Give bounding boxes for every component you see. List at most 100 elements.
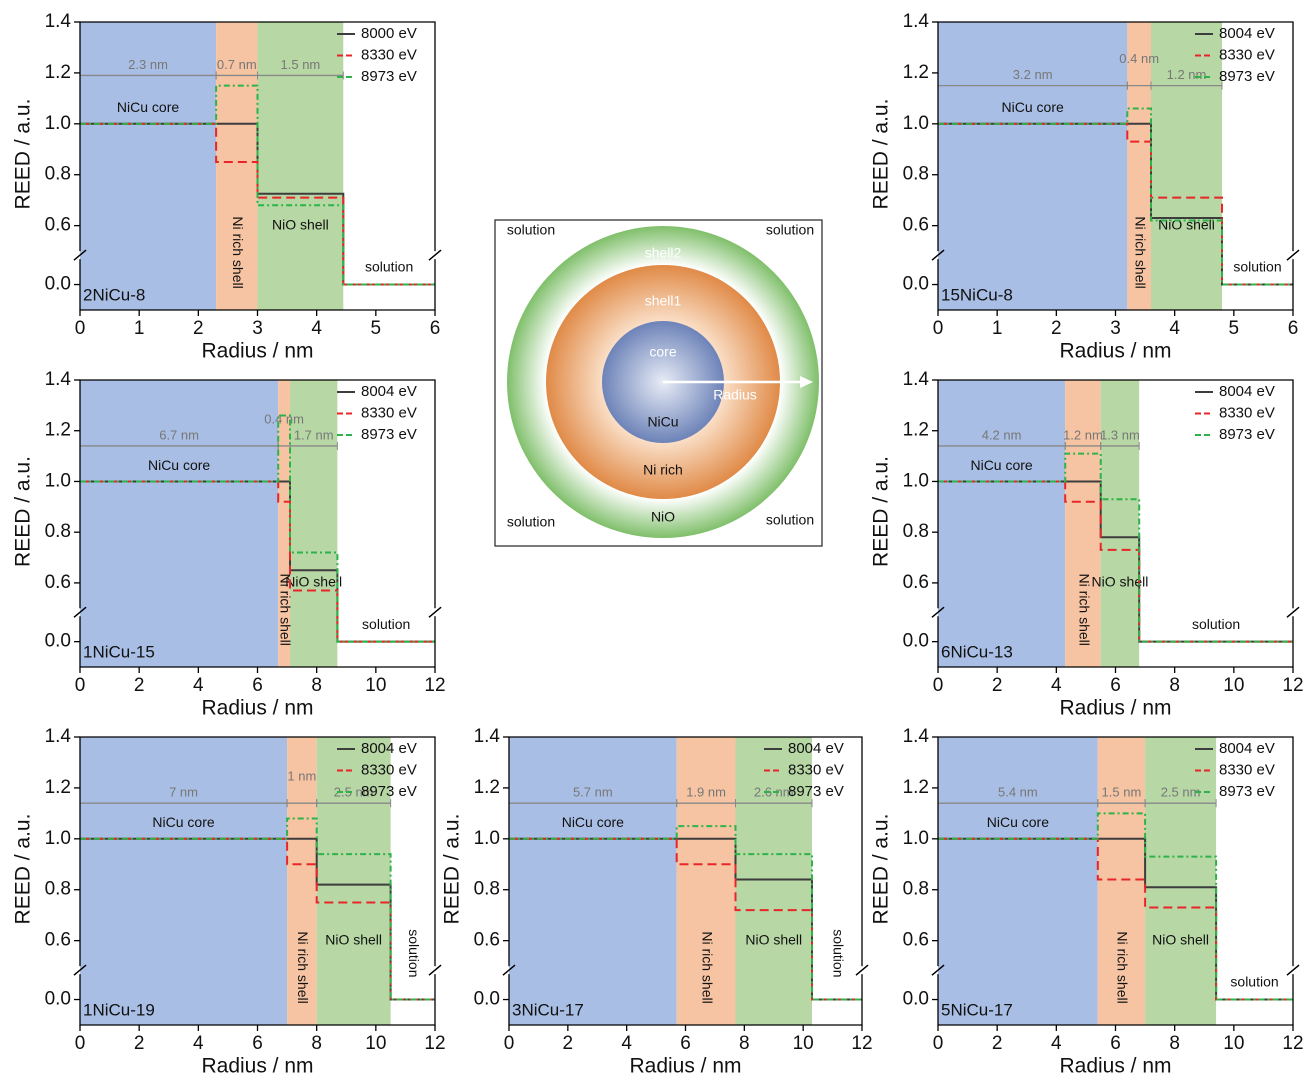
x-tick-label: 12 [424, 675, 445, 696]
legend-label: 8330 eV [1219, 761, 1275, 778]
y-tick-label: 0.6 [903, 215, 929, 236]
dimension-label: 5.4 nm [998, 785, 1038, 800]
legend-label: 8330 eV [361, 46, 417, 63]
y-tick-label: 0.0 [474, 989, 500, 1010]
x-tick-label: 0 [75, 318, 86, 339]
legend-label: 8330 eV [361, 761, 417, 778]
y-tick-label: 0.0 [45, 989, 71, 1010]
x-tick-label: 0 [933, 1033, 944, 1054]
panel: NiCu coreNi rich shellNiO shellsolution2… [12, 11, 441, 363]
region [80, 380, 278, 667]
region-label: Ni rich shell [1115, 931, 1131, 1003]
region-label: NiCu core [152, 814, 214, 830]
x-tick-label: 8 [1169, 1033, 1180, 1054]
dimension-label: 3.2 nm [1013, 67, 1053, 82]
x-tick-label: 6 [1110, 675, 1121, 696]
x-tick-label: 2 [134, 1033, 145, 1054]
x-tick-label: 4 [193, 675, 204, 696]
y-axis-title: REED / a.u. [870, 456, 893, 567]
x-tick-label: 4 [193, 1033, 204, 1054]
x-tick-label: 8 [311, 675, 322, 696]
legend-label: 8973 eV [361, 68, 417, 85]
legend-label: 8004 eV [788, 740, 844, 757]
region [938, 380, 1065, 667]
y-tick-label: 1.0 [903, 470, 929, 491]
x-tick-label: 8 [311, 1033, 322, 1054]
region-label: NiCu core [562, 814, 624, 830]
legend-label: 8004 eV [361, 383, 417, 400]
dimension-label: 1.2 nm [1063, 427, 1103, 442]
shell-label: core [649, 344, 676, 360]
solution-label: solution [1192, 616, 1240, 632]
axis-break [1287, 965, 1299, 975]
region-label: Ni rich shell [295, 931, 311, 1003]
panel: NiCu coreNi rich shellNiO shellsolution5… [441, 726, 873, 1078]
y-tick-label: 0.0 [903, 989, 929, 1010]
x-tick-label: 12 [1282, 675, 1303, 696]
y-tick-label: 1.4 [903, 726, 930, 747]
x-tick-label: 4 [1169, 318, 1180, 339]
y-tick-label: 0.6 [45, 215, 71, 236]
x-tick-label: 6 [680, 1033, 691, 1054]
x-tick-label: 12 [424, 1033, 445, 1054]
x-tick-label: 6 [252, 1033, 263, 1054]
region [938, 22, 1127, 310]
legend-label: 8330 eV [1219, 46, 1275, 63]
x-axis-title: Radius / nm [1059, 697, 1171, 720]
x-tick-label: 6 [430, 318, 441, 339]
legend-label: 8330 eV [1219, 404, 1275, 421]
x-tick-label: 0 [504, 1033, 515, 1054]
y-tick-label: 1.2 [903, 777, 929, 798]
x-tick-label: 0 [75, 1033, 86, 1054]
axis-break [1287, 250, 1299, 260]
legend-label: 8973 eV [1219, 68, 1275, 85]
region-label: NiCu core [148, 457, 210, 473]
region-label: Ni rich shell [1132, 216, 1148, 288]
x-tick-label: 5 [371, 318, 382, 339]
x-tick-label: 2 [134, 675, 145, 696]
y-tick-label: 1.4 [474, 726, 501, 747]
region [736, 737, 812, 1025]
x-tick-label: 4 [311, 318, 322, 339]
region-label: Ni rich shell [699, 931, 715, 1003]
y-tick-label: 1.0 [45, 113, 71, 134]
region [80, 737, 287, 1025]
y-tick-label: 1.2 [45, 777, 71, 798]
dimension-label: 1 nm [287, 769, 316, 784]
x-tick-label: 5 [1229, 318, 1240, 339]
x-tick-label: 8 [1169, 675, 1180, 696]
y-tick-label: 1.2 [45, 420, 71, 441]
region [1145, 737, 1216, 1025]
x-axis-title: Radius / nm [629, 1055, 741, 1078]
axis-break [429, 607, 441, 617]
x-tick-label: 1 [134, 318, 145, 339]
y-axis-title: REED / a.u. [12, 99, 35, 210]
x-tick-label: 10 [365, 1033, 386, 1054]
y-tick-label: 0.6 [45, 572, 71, 593]
y-tick-label: 0.0 [45, 274, 71, 295]
panel-label: 2NiCu-8 [83, 285, 145, 304]
y-tick-label: 0.0 [45, 631, 71, 652]
legend-label: 8973 eV [788, 783, 844, 800]
panel: NiCu coreNi rich shellNiO shellsolution4… [870, 369, 1304, 720]
arrow-label: Radius [713, 387, 757, 403]
region-label: Ni rich shell [1076, 574, 1092, 646]
region-label: NiO shell [1152, 931, 1209, 947]
x-tick-label: 2 [992, 675, 1003, 696]
region [1151, 22, 1222, 310]
region [1101, 380, 1139, 667]
x-tick-label: 2 [563, 1033, 574, 1054]
y-tick-label: 1.4 [45, 726, 72, 747]
region-label: NiO shell [272, 216, 329, 232]
y-tick-label: 1.2 [45, 62, 71, 83]
dimension-label: 1.3 nm [1100, 427, 1140, 442]
dimension-label: 1.5 nm [281, 57, 321, 72]
dimension-label: 1.9 nm [686, 785, 726, 800]
panel: NiCu coreNi rich shellNiO shellsolution7… [12, 726, 446, 1078]
panel-label: 3NiCu-17 [512, 1000, 584, 1019]
legend-label: 8004 eV [361, 740, 417, 757]
region-label: Ni rich shell [230, 216, 246, 288]
y-tick-label: 1.0 [45, 470, 71, 491]
